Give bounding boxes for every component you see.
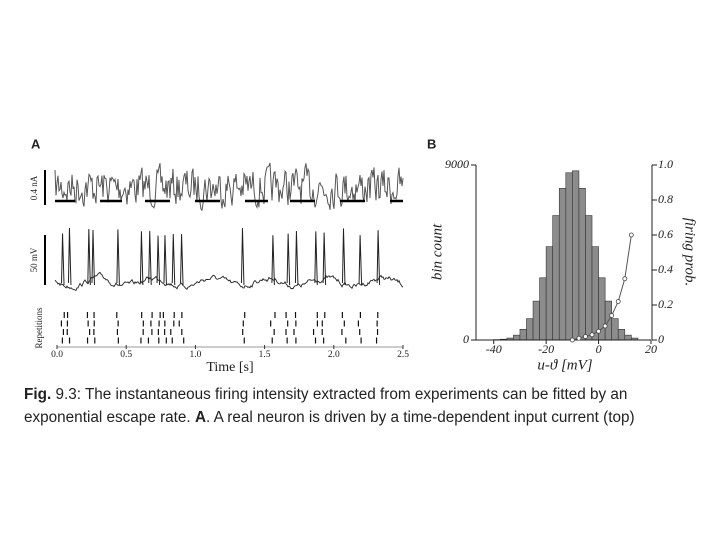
x-tick-label: 1.5 — [259, 350, 271, 360]
prob-point — [602, 323, 608, 329]
y2-tick-label: 0.2 — [658, 297, 673, 311]
spike — [87, 228, 91, 286]
x-axis-label: Time [s] — [206, 360, 253, 375]
y-tick-label: 0 — [463, 332, 469, 346]
spike — [314, 231, 318, 286]
bar — [572, 170, 580, 341]
bar — [532, 300, 540, 341]
x-tick-label: 20 — [645, 342, 657, 356]
prob-point — [576, 335, 582, 341]
spike — [180, 234, 184, 286]
prob-point — [615, 299, 621, 304]
y2-tick-label: 0.8 — [658, 192, 673, 206]
y-axis-label: bin count — [429, 223, 445, 280]
x-tick-label: 2.5 — [397, 350, 409, 360]
bar — [526, 318, 534, 341]
x-tick-label: 0 — [596, 342, 602, 356]
x-tick-label: -20 — [538, 342, 554, 356]
trace-label: 50 mV — [29, 247, 39, 272]
spike — [91, 229, 95, 286]
bar — [611, 318, 619, 341]
bar — [565, 172, 573, 341]
bar — [513, 334, 521, 341]
bar — [519, 329, 527, 341]
spike — [376, 230, 381, 286]
bar — [591, 246, 599, 341]
bar — [552, 215, 560, 341]
caption-panel: A — [194, 409, 206, 426]
prob-point — [569, 337, 575, 343]
x-tick-label: 1.0 — [189, 350, 201, 360]
x-tick-label: 0.5 — [120, 350, 132, 360]
spike — [341, 228, 346, 286]
caption-label: Fig. — [24, 386, 52, 403]
trace-label: 0.4 nA — [29, 175, 39, 200]
y2-tick-label: 0.4 — [658, 262, 673, 276]
spike — [163, 235, 167, 286]
x-axis-label: u-ϑ [mV] — [537, 357, 592, 373]
trace-label: Repetitions — [34, 307, 44, 348]
y2-axis-label: firing prob. — [682, 218, 698, 287]
spike — [156, 235, 161, 286]
prob-point — [583, 334, 588, 339]
x-tick-label: 2.0 — [328, 350, 340, 360]
spike — [171, 233, 176, 286]
bar — [539, 277, 547, 341]
prob-point — [628, 232, 634, 238]
spike — [139, 231, 144, 286]
caption-text: . A real neuron is driven by a time-depe… — [206, 409, 635, 426]
bar — [617, 329, 626, 341]
y-tick-label: 9000 — [445, 157, 469, 171]
prob-point — [622, 276, 628, 282]
x-tick-label: 0.0 — [51, 350, 63, 360]
spike — [271, 235, 275, 286]
current-trace — [54, 162, 404, 212]
figure: A B 0.4 nA 50 mV Repetitions Time [s] bi… — [29, 136, 698, 375]
bar — [558, 188, 567, 341]
fit-curve — [572, 234, 632, 341]
spike — [148, 230, 152, 286]
prob-point — [596, 328, 601, 334]
spike — [322, 232, 327, 286]
bar — [578, 188, 586, 341]
bar — [545, 246, 554, 341]
caption: Fig. 9.3: The instantaneous firing inten… — [24, 383, 704, 429]
caption-text: 9.3: The instantaneous firing intensity … — [24, 386, 628, 426]
prob-point — [589, 332, 595, 338]
spike — [240, 228, 245, 286]
voltage-trace — [54, 271, 404, 291]
spike — [358, 235, 363, 286]
bar — [585, 215, 593, 341]
spike — [61, 233, 65, 286]
y2-tick-label: 0 — [658, 332, 664, 346]
y2-tick-label: 0.6 — [658, 227, 673, 241]
panel-label: A — [31, 136, 41, 151]
x-tick-label: -40 — [486, 342, 502, 356]
panel-label: B — [427, 136, 436, 151]
spike — [294, 230, 299, 286]
y2-tick-label: 1.0 — [658, 157, 673, 171]
spike — [116, 229, 120, 286]
spike — [67, 227, 72, 286]
prob-point — [609, 313, 615, 318]
spike — [286, 233, 291, 286]
bar — [624, 334, 632, 341]
